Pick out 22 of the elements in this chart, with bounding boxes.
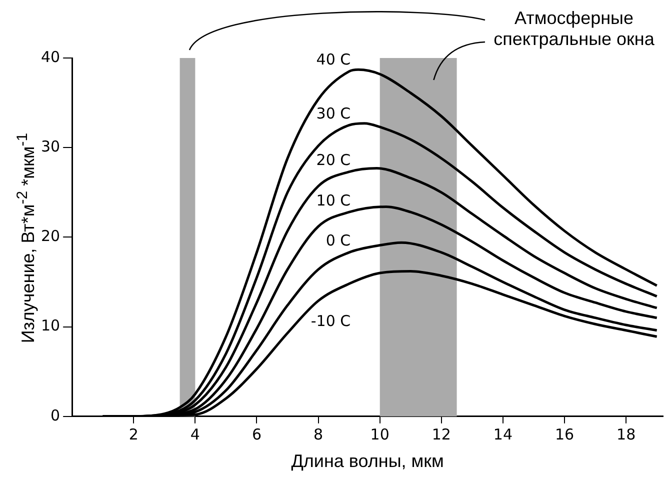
y-tick-label: 20 [40, 227, 60, 246]
series-label: 40 C [316, 50, 351, 69]
y-tick-label: 30 [40, 137, 60, 156]
x-tick-label: 10 [370, 425, 390, 444]
series-label: -10 C [310, 312, 351, 330]
x-tick-label: 16 [554, 425, 574, 444]
series-label: 0 C [326, 231, 351, 250]
x-tick-label: 12 [432, 425, 451, 444]
x-tick-label: 14 [493, 425, 513, 444]
x-tick-label: 4 [190, 425, 200, 444]
series-label: 10 C [316, 191, 351, 210]
x-tick-label: 6 [252, 425, 262, 444]
y-tick-label: 10 [40, 316, 60, 335]
y-tick-label: 40 [40, 48, 60, 66]
x-tick-label: 8 [314, 425, 324, 444]
series-label: 30 C [316, 104, 351, 122]
y-tick-label: 0 [50, 406, 60, 424]
x-axis-title: Длина волны, мкм [291, 451, 444, 472]
x-tick-label: 18 [616, 425, 636, 444]
text: Атмосферные спектральные окна [492, 8, 656, 50]
series-label: 20 C [316, 150, 351, 169]
x-tick-label: 2 [128, 425, 138, 444]
